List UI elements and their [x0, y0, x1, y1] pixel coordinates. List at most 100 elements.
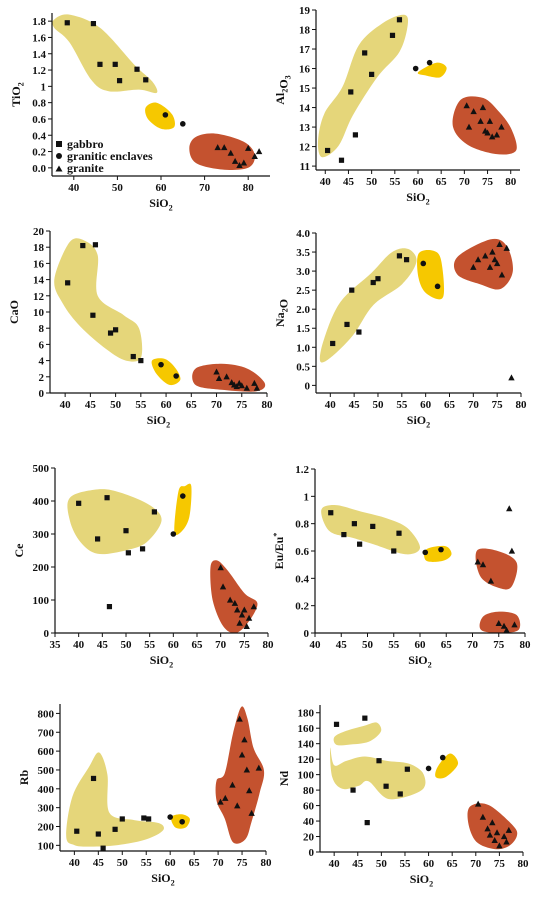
tio2-x-tick-label: 60 — [156, 182, 168, 194]
eu-x-tick-label: 80 — [520, 639, 532, 651]
eu-point-gabbro — [351, 521, 357, 527]
cao-point-granite — [238, 382, 245, 389]
ce-point-granite — [241, 606, 248, 613]
tio2-x-tick-label: 70 — [199, 182, 211, 194]
al2o3-y-tick-label: 16 — [299, 64, 311, 76]
al2o3-point-granite — [488, 133, 496, 140]
nd-y-tick-label: 120 — [298, 754, 315, 766]
rb-x-tick-label: 80 — [261, 857, 273, 869]
rb-granite-field — [215, 706, 265, 844]
al2o3-enclaves-field — [417, 62, 447, 78]
tio2-point-granitic-enclaves — [180, 121, 186, 127]
cao-x-tick-label: 70 — [211, 399, 223, 411]
al2o3-point-granite — [470, 108, 477, 115]
cao-gabbro-field — [54, 238, 143, 362]
na2o-point-gabbro — [356, 329, 362, 335]
nd-x-tick-label: 80 — [518, 858, 530, 870]
ce-point-gabbro — [76, 500, 82, 506]
na2o-point-granite — [503, 244, 510, 251]
al2o3-x-tick-label: 70 — [459, 176, 471, 188]
tio2-point-granite — [255, 148, 263, 155]
rb-y-axis-label: Rb — [17, 770, 31, 786]
ce-x-tick-label: 45 — [97, 639, 109, 651]
eu-x-tick-label: 45 — [336, 639, 348, 651]
tio2-y-tick-label: 0.0 — [32, 163, 46, 175]
cao-point-gabbro — [65, 280, 71, 286]
eu-point-granitic-enclaves — [422, 549, 429, 556]
cao-x-tick-label: 45 — [85, 399, 97, 411]
ce-point-gabbro — [125, 550, 131, 556]
na2o-point-granite — [470, 263, 477, 270]
legend-marker-enclaves — [56, 153, 62, 159]
tio2-y-tick-label: 1.4 — [32, 49, 46, 61]
eu-point-granite — [511, 621, 518, 628]
rb-x-tick-label: 70 — [213, 857, 225, 869]
eu-point-granite — [506, 505, 513, 512]
ce-y-axis-label: Ce — [12, 543, 26, 558]
rb-point-granite — [238, 751, 246, 758]
legend-marker-gabbro — [56, 141, 62, 147]
tio2-y-tick-label: 0.2 — [32, 147, 46, 159]
ce-y-tick-label: 500 — [33, 463, 50, 475]
nd-x-tick-label: 55 — [399, 858, 411, 870]
rb-x-tick-label: 55 — [141, 857, 153, 869]
rb-y-tick-label: 100 — [38, 840, 55, 852]
na2o-point-gabbro — [349, 287, 355, 293]
eu-point-granitic-enclaves — [438, 546, 444, 553]
rb-point-granite — [243, 766, 251, 773]
ce-point-granite — [234, 606, 241, 613]
ce-point-granite — [245, 614, 253, 621]
rb-point-granite — [234, 802, 241, 809]
eu-x-tick-label: 60 — [415, 639, 427, 651]
axes-layer: 40 50 60 70 800.00.20.40.60.811.21.41.61.8Si… — [7, 5, 531, 888]
ce-point-granite — [231, 599, 239, 606]
al2o3-point-granite — [493, 131, 501, 138]
al2o3-granite-field — [452, 96, 517, 155]
eu-y-tick-label: 0 — [304, 628, 310, 640]
tio2-y-tick-label: 0.8 — [32, 98, 46, 110]
eu-y-tick-label: 0.6 — [295, 546, 309, 558]
cao-point-gabbro — [138, 358, 144, 364]
cao-point-granite — [233, 383, 240, 390]
eu-point-gabbro — [341, 532, 347, 538]
tio2-point-granite — [245, 144, 252, 151]
ce-x-axis-label: SiO2 — [150, 653, 173, 669]
cao-x-tick-label: 50 — [110, 399, 122, 411]
na2o-y-tick-label: 0 — [305, 380, 311, 392]
nd-y-tick-label: 80 — [303, 785, 315, 797]
na2o-point-gabbro — [330, 340, 336, 347]
eu-x-axis-label: SiO2 — [408, 653, 431, 669]
rb-y-tick-label: 600 — [38, 746, 55, 758]
tio2-point-gabbro — [143, 77, 149, 83]
nd-x-tick-label: 60 — [423, 858, 435, 870]
eu-granite-field — [475, 548, 518, 590]
rb-point-gabbro — [146, 816, 152, 822]
na2o-y-tick-label: 4.0 — [296, 228, 310, 240]
nd-point-granite — [496, 842, 503, 849]
al2o3-axes: 40 45 50 55 60 65 70 75 80 11 12 13 14 15 16 17 18 19 SiO2… — [273, 5, 520, 206]
al2o3-point-gabbro — [369, 71, 375, 77]
na2o-point-granitic-enclaves — [420, 260, 427, 267]
na2o-x-tick-label: 50 — [372, 399, 384, 411]
cao-x-tick-label: 55 — [135, 399, 147, 411]
tio2-point-gabbro — [64, 20, 70, 26]
al2o3-y-tick-label: 12 — [299, 142, 311, 154]
eu-x-tick-label: 75 — [493, 639, 505, 651]
rb-point-granite — [241, 736, 248, 743]
ce-x-tick-label: 55 — [144, 639, 156, 651]
na2o-point-gabbro — [375, 276, 381, 282]
tio2-point-granite — [214, 144, 221, 151]
nd-point-granite — [479, 813, 487, 820]
al2o3-x-tick-label: 50 — [366, 176, 378, 188]
eu-x-tick-label: 40 — [310, 639, 322, 651]
rb-x-tick-label: 65 — [189, 857, 201, 869]
nd-y-axis-label: Nd — [277, 771, 291, 787]
rb-point-gabbro — [90, 775, 97, 782]
ce-y-tick-label: 300 — [33, 529, 50, 541]
cao-y-tick-label: 4 — [39, 356, 45, 368]
na2o-y-tick-label: 1.5 — [296, 323, 310, 335]
na2o-point-granite — [493, 260, 501, 267]
na2o-y-tick-label: 1.0 — [296, 342, 310, 354]
al2o3-y-tick-label: 15 — [299, 83, 311, 95]
rb-x-tick-label: 75 — [237, 857, 249, 869]
